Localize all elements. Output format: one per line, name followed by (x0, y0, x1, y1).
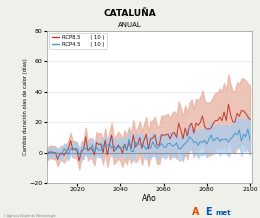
Text: © Agencia Estatal de Meteorología: © Agencia Estatal de Meteorología (3, 214, 55, 218)
Text: CATALUÑA: CATALUÑA (104, 9, 156, 18)
X-axis label: Año: Año (142, 194, 157, 203)
Text: ANUAL: ANUAL (118, 22, 142, 28)
Text: E: E (205, 207, 212, 217)
Y-axis label: Cambio duración olas de calor (días): Cambio duración olas de calor (días) (23, 58, 28, 155)
Text: met: met (216, 210, 231, 216)
Text: A: A (192, 207, 200, 217)
Legend: RCP8.5      ( 10 ), RCP4.5      ( 10 ): RCP8.5 ( 10 ), RCP4.5 ( 10 ) (49, 33, 107, 49)
